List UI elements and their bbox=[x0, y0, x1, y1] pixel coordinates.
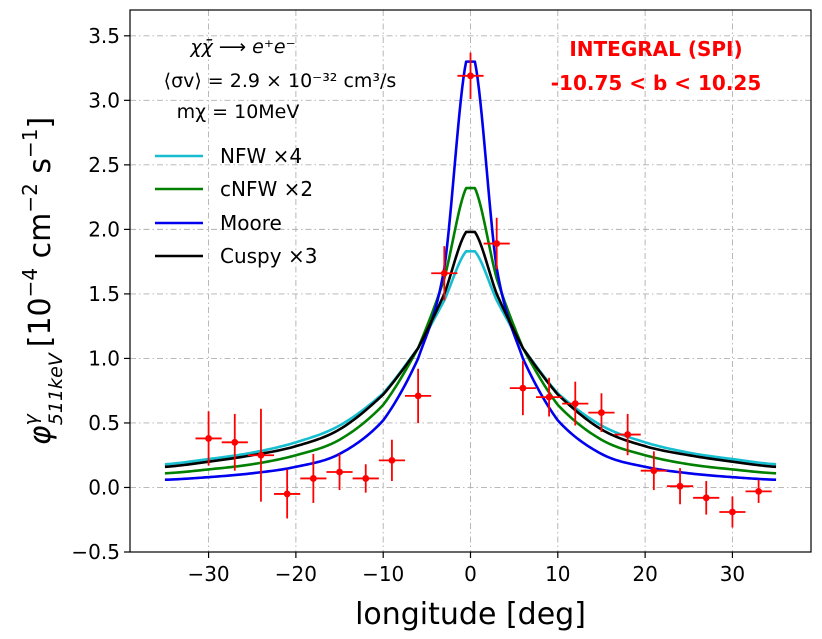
curve-cnfw bbox=[164, 186, 777, 475]
axis-ticks: −30 −20 −10 0 10 20 30 −0.5 0.0 0.5 1.0 1.5 2.0 2.5 3.… bbox=[71, 24, 745, 586]
data-point bbox=[509, 361, 536, 416]
y-label-unit-d: ] bbox=[23, 117, 58, 129]
data-point bbox=[405, 368, 432, 423]
data-marker bbox=[729, 508, 736, 516]
x-tick-label: 10 bbox=[545, 562, 570, 586]
y-tick-label: 1.5 bbox=[88, 282, 120, 306]
x-axis-label: longitude [deg] bbox=[355, 597, 586, 632]
y-axis-label: φγ 511keV [10−4 cm−2 s−1] bbox=[18, 117, 67, 446]
data-point bbox=[535, 377, 563, 417]
y-label-exp-3: −1 bbox=[18, 128, 42, 157]
latitude-range: -10.75 < b < 10.25 bbox=[551, 71, 762, 95]
y-label-symbol: φ bbox=[23, 425, 58, 445]
data-marker bbox=[414, 392, 422, 400]
data-marker bbox=[336, 468, 343, 476]
y-tick-label: 3.0 bbox=[88, 88, 120, 112]
legend-label-cuspy: Cuspy ×3 bbox=[220, 244, 317, 268]
data-marker bbox=[205, 435, 212, 442]
data-point bbox=[300, 453, 327, 503]
annotation-process: χχ̄ ⟶ e⁺e⁻ bbox=[189, 36, 295, 58]
x-tick-label: 30 bbox=[720, 562, 745, 586]
data-marker bbox=[362, 475, 370, 482]
y-label-sub: 511keV bbox=[45, 351, 67, 425]
data-marker bbox=[493, 240, 501, 247]
x-tick-label: 0 bbox=[464, 562, 477, 586]
y-tick-label: 2.0 bbox=[88, 217, 120, 241]
legend-label-cnfw: cNFW ×2 bbox=[220, 177, 313, 201]
data-marker bbox=[676, 482, 684, 490]
data-points bbox=[195, 52, 772, 528]
data-point bbox=[457, 52, 484, 100]
curve-nfw bbox=[164, 250, 777, 466]
x-tick-label: −10 bbox=[362, 562, 404, 586]
legend: NFW ×4 cNFW ×2 Moore Cuspy ×3 bbox=[155, 144, 317, 268]
data-point bbox=[719, 496, 746, 528]
y-tick-label: 0.5 bbox=[88, 411, 120, 435]
data-point bbox=[483, 217, 510, 270]
data-marker bbox=[571, 400, 579, 407]
y-label-unit-a: [10 bbox=[23, 297, 58, 347]
data-point bbox=[640, 451, 667, 491]
data-marker bbox=[231, 438, 239, 446]
annotation-cross-section: ⟨σv⟩ = 2.9 × 10⁻³² cm³/s bbox=[164, 70, 397, 92]
data-point bbox=[588, 393, 615, 432]
annotation-mass: mχ = 10MeV bbox=[177, 101, 300, 123]
instrument-title: INTEGRAL (SPI) bbox=[569, 37, 742, 61]
y-tick-label: 3.5 bbox=[88, 24, 120, 48]
data-marker bbox=[388, 456, 396, 464]
data-marker bbox=[309, 475, 317, 482]
data-point bbox=[666, 468, 694, 505]
y-label-unit-b: cm bbox=[23, 213, 58, 268]
data-marker bbox=[545, 393, 553, 401]
curve-cuspy bbox=[164, 230, 777, 469]
x-tick-label: 20 bbox=[632, 562, 657, 586]
data-point bbox=[614, 413, 641, 456]
data-point bbox=[326, 453, 353, 491]
data-marker bbox=[467, 72, 474, 80]
data-marker bbox=[650, 467, 658, 475]
legend-label-moore: Moore bbox=[220, 211, 282, 235]
data-marker bbox=[519, 384, 527, 392]
data-point bbox=[352, 464, 379, 493]
data-marker bbox=[755, 487, 763, 495]
y-label-exp-2: −2 bbox=[18, 183, 42, 212]
x-tick-label: −30 bbox=[187, 562, 229, 586]
data-marker bbox=[624, 431, 632, 438]
y-tick-label: −0.5 bbox=[71, 540, 120, 564]
y-label-unit-c: s bbox=[23, 158, 58, 183]
data-marker bbox=[283, 490, 291, 498]
data-point bbox=[274, 469, 301, 519]
data-marker bbox=[257, 451, 265, 459]
data-point bbox=[693, 481, 720, 515]
data-marker bbox=[598, 409, 605, 417]
y-label-exp-1: −4 bbox=[18, 268, 42, 297]
data-point bbox=[431, 246, 458, 301]
y-label-sup: γ bbox=[20, 412, 42, 425]
data-point bbox=[378, 439, 406, 482]
data-point bbox=[745, 479, 772, 503]
data-point bbox=[247, 408, 275, 502]
data-point bbox=[195, 411, 222, 466]
data-point bbox=[221, 413, 248, 471]
y-tick-label: 2.5 bbox=[88, 153, 120, 177]
data-marker bbox=[702, 494, 710, 502]
data-marker bbox=[440, 269, 448, 277]
data-point bbox=[562, 381, 589, 426]
x-tick-label: −20 bbox=[275, 562, 317, 586]
y-tick-label: 1.0 bbox=[88, 346, 120, 370]
y-tick-label: 0.0 bbox=[88, 475, 120, 499]
legend-label-nfw: NFW ×4 bbox=[220, 144, 302, 168]
